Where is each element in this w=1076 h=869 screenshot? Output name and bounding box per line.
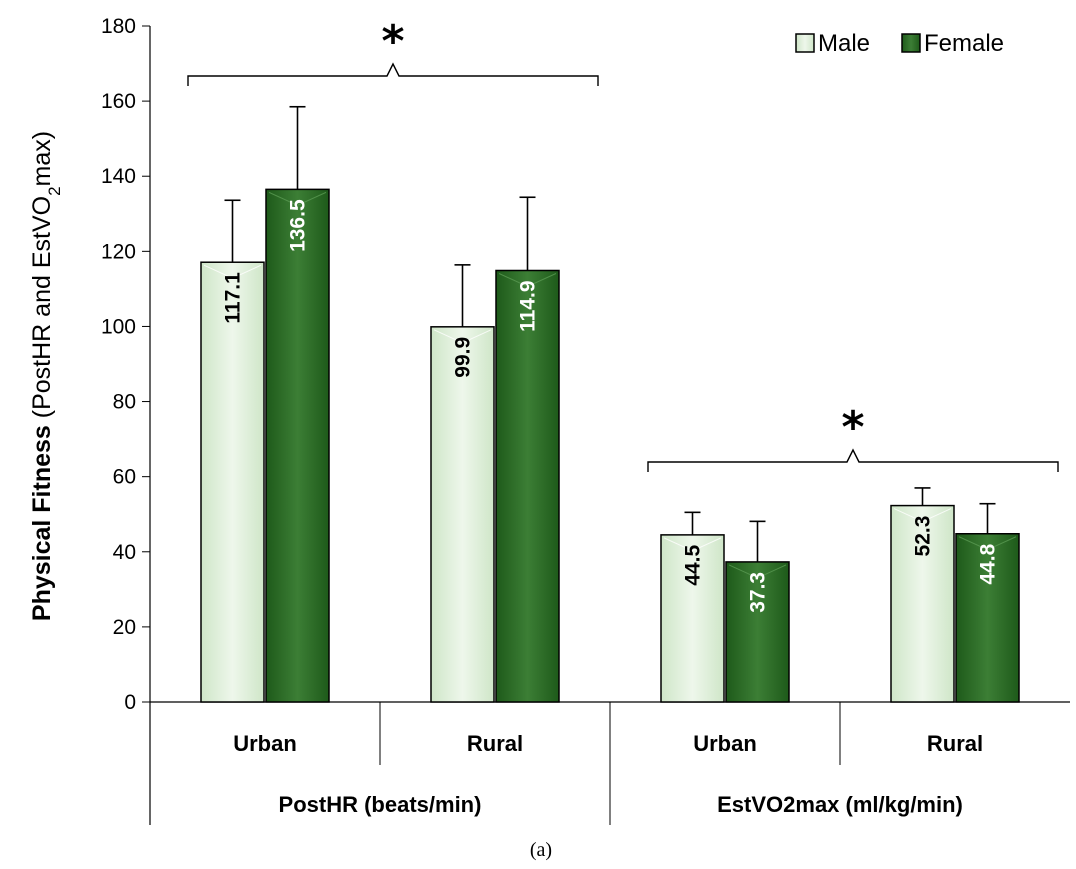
- x-group-label: PostHR (beats/min): [279, 792, 482, 817]
- data-label: 44.8: [977, 543, 1000, 584]
- error-bars: [224, 105, 996, 562]
- bar-female: [495, 269, 560, 703]
- significance-asterisk: *: [841, 402, 864, 453]
- annotations: **: [187, 16, 1059, 472]
- y-axis-title-tail: max): [28, 131, 56, 187]
- data-label: 52.3: [912, 516, 935, 557]
- x-category-label: Rural: [927, 731, 983, 756]
- y-tick-label: 160: [101, 90, 136, 113]
- bar-bevel: [203, 264, 262, 279]
- data-label: 99.9: [452, 337, 475, 378]
- bar-bevel: [728, 564, 787, 579]
- y-ticks: 0 20 40 60 80 100 120 140 160 180: [101, 15, 150, 714]
- bar-bevel: [893, 508, 952, 523]
- y-tick-label: 120: [101, 240, 136, 263]
- y-tick-label: 80: [113, 391, 136, 414]
- bar-bevel: [663, 537, 722, 552]
- bar-bevel: [958, 536, 1017, 551]
- x-group-label: EstVO2max (ml/kg/min): [717, 792, 963, 817]
- y-axis-title-spacer: [28, 418, 56, 425]
- x-category-label: Rural: [467, 731, 523, 756]
- data-label: 114.9: [517, 280, 540, 331]
- data-label: 44.5: [682, 545, 705, 586]
- figure-caption: (a): [530, 839, 552, 861]
- legend: Male Female: [795, 30, 1004, 57]
- y-tick-label: 0: [124, 691, 136, 714]
- y-tick-label: 100: [101, 315, 136, 338]
- significance-bracket: [647, 448, 1059, 472]
- y-tick-label: 40: [113, 541, 136, 564]
- bar-female: [265, 188, 330, 703]
- significance-asterisk: *: [381, 16, 404, 67]
- x-category-label: Urban: [233, 731, 297, 756]
- y-axis-title-bold: Physical Fitness: [28, 425, 56, 621]
- data-label: 117.1: [222, 272, 245, 324]
- bar-female: [725, 561, 790, 703]
- bar-male: [430, 326, 495, 703]
- bar-bevel: [433, 329, 492, 344]
- legend-label-male: Male: [818, 30, 870, 57]
- y-tick-label: 20: [113, 616, 136, 639]
- bars: [200, 188, 1020, 703]
- y-axis-title-normal: (PostHR and EstVO: [28, 196, 56, 418]
- y-axis-title: Physical Fitness (PostHR and EstVO2max): [28, 131, 64, 621]
- bar-bevel: [498, 273, 557, 288]
- legend-swatch-female: [901, 33, 921, 53]
- x-category-label: Urban: [693, 731, 757, 756]
- x-labels: Urban Rural Urban Rural PostHR (beats/min) Es…: [233, 731, 983, 817]
- y-axis-title-subscript: 2: [45, 186, 64, 195]
- y-tick-label: 140: [101, 165, 136, 188]
- bar-male: [200, 261, 265, 703]
- legend-swatch-male: [795, 33, 815, 53]
- bar-bevel: [268, 191, 327, 206]
- data-label: 37.3: [747, 572, 770, 613]
- significance-bracket: [187, 62, 599, 86]
- y-tick-label: 60: [113, 466, 136, 489]
- data-label: 136.5: [287, 199, 310, 252]
- y-tick-label: 180: [101, 15, 136, 38]
- data-labels: 117.1 136.5 99.9 114.9 44.5 37.3 52.3 44.8: [222, 199, 1000, 613]
- legend-label-female: Female: [924, 30, 1004, 57]
